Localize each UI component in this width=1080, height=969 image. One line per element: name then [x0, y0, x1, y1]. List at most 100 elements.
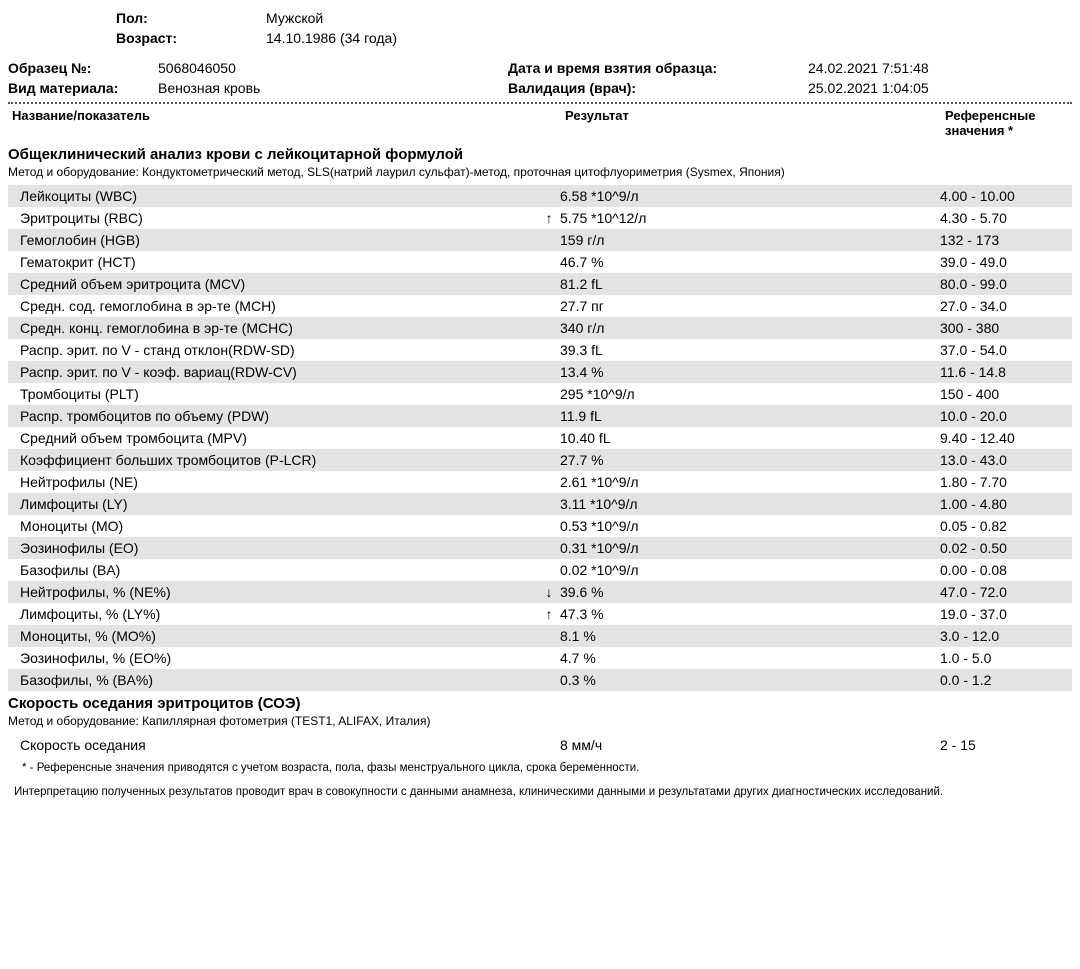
validated-row: Валидация (врач): 25.02.2021 1:04:05 [508, 78, 1072, 98]
collected-row: Дата и время взятия образца: 24.02.2021 … [508, 58, 1072, 78]
cell-name: Тромбоциты (PLT) [8, 386, 538, 402]
cell-result: 27.7 % [560, 452, 940, 468]
table-row: Гемоглобин (HGB) 159 г/л132 - 173 [8, 229, 1072, 251]
gender-value: Мужской [266, 8, 323, 28]
table-row: Лейкоциты (WBC) 6.58 *10^9/л4.00 - 10.00 [8, 185, 1072, 207]
cell-reference: 47.0 - 72.0 [940, 584, 1072, 600]
cell-result: 4.7 % [560, 650, 940, 666]
cell-reference: 1.00 - 4.80 [940, 496, 1072, 512]
table-row: Средн. конц. гемоглобина в эр-те (MCHC) 3… [8, 317, 1072, 339]
table-row: Лимфоциты, % (LY%)↑47.3 %19.0 - 37.0 [8, 603, 1072, 625]
table-row: Средний объем эритроцита (MCV)81.2 fL80.… [8, 273, 1072, 295]
collected-label: Дата и время взятия образца: [508, 58, 808, 78]
table-row: Эозинофилы (EO)0.31 *10^9/л0.02 - 0.50 [8, 537, 1072, 559]
cell-result: 8.1 % [560, 628, 940, 644]
cell-reference: 0.00 - 0.08 [940, 562, 1072, 578]
table-row: Нейтрофилы (NE)2.61 *10^9/л1.80 - 7.70 [8, 471, 1072, 493]
cell-reference: 80.0 - 99.0 [940, 276, 1072, 292]
cell-name: Моноциты (MO) [8, 518, 538, 534]
cell-result: 39.6 % [560, 584, 940, 600]
cell-result: 81.2 fL [560, 276, 940, 292]
cell-result: 2.61 *10^9/л [560, 474, 940, 490]
cell-name: Лейкоциты (WBC) [8, 188, 538, 204]
cell-result: 295 *10^9/л [560, 386, 940, 402]
divider-dotted [8, 102, 1072, 104]
section-method: Метод и оборудование: Капиллярная фотоме… [0, 714, 1080, 734]
sample-left: Образец №: 5068046050 Вид материала: Вен… [8, 58, 508, 98]
sample-id-row: Образец №: 5068046050 [8, 58, 508, 78]
cell-name: Коэффициент больших тромбоцитов (P-LCR) [8, 452, 538, 468]
cell-result: 39.3 fL [560, 342, 940, 358]
header-ref: Референсные значения * [945, 108, 1072, 138]
cell-result: 6.58 *10^9/л [560, 188, 940, 204]
age-value: 14.10.1986 (34 года) [266, 28, 397, 48]
cell-name: Моноциты, % (MO%) [8, 628, 538, 644]
cell-result: 11.9 fL [560, 408, 940, 424]
sections-host: Общеклинический анализ крови с лейкоцита… [0, 142, 1080, 756]
cell-reference: 9.40 - 12.40 [940, 430, 1072, 446]
cell-result: 340 г/л [560, 320, 940, 336]
sample-id-label: Образец №: [8, 58, 158, 78]
results-table: Лейкоциты (WBC) 6.58 *10^9/л4.00 - 10.00 Э… [0, 185, 1080, 691]
cell-reference: 19.0 - 37.0 [940, 606, 1072, 622]
cell-result: 159 г/л [560, 232, 940, 248]
cell-result: 0.02 *10^9/л [560, 562, 940, 578]
results-table: Скорость оседания8 мм/ч2 - 15 [0, 734, 1080, 756]
cell-name: Базофилы (BA) [8, 562, 538, 578]
material-value: Венозная кровь [158, 78, 260, 98]
interpretation-footnote: Интерпретацию полученных результатов про… [0, 776, 1080, 800]
collected-value: 24.02.2021 7:51:48 [808, 58, 929, 78]
demographics-block: Пол: Мужской Возраст: 14.10.1986 (34 год… [0, 8, 1080, 52]
section-title: Скорость оседания эритроцитов (СОЭ) [0, 691, 1080, 714]
cell-result: 46.7 % [560, 254, 940, 270]
cell-result: 5.75 *10^12/л [560, 210, 940, 226]
lab-report-page: Пол: Мужской Возраст: 14.10.1986 (34 год… [0, 0, 1080, 820]
validated-value: 25.02.2021 1:04:05 [808, 78, 929, 98]
table-row: Базофилы (BA) 0.02 *10^9/л0.00 - 0.08 [8, 559, 1072, 581]
cell-reference: 1.0 - 5.0 [940, 650, 1072, 666]
sample-block: Образец №: 5068046050 Вид материала: Вен… [0, 52, 1080, 100]
cell-result: 0.53 *10^9/л [560, 518, 940, 534]
cell-reference: 4.30 - 5.70 [940, 210, 1072, 226]
table-row: Распр. эрит. по V - станд отклон(RDW-SD)… [8, 339, 1072, 361]
table-row: Нейтрофилы, % (NE%)↓39.6 %47.0 - 72.0 [8, 581, 1072, 603]
gender-row: Пол: Мужской [8, 8, 1072, 28]
cell-name: Эритроциты (RBC) [8, 210, 538, 226]
gender-label: Пол: [116, 8, 266, 28]
cell-name: Нейтрофилы, % (NE%) [8, 584, 538, 600]
material-label: Вид материала: [8, 78, 158, 98]
table-row: Эозинофилы, % (EO%) 4.7 %1.0 - 5.0 [8, 647, 1072, 669]
table-row: Моноциты, % (MO%) 8.1 %3.0 - 12.0 [8, 625, 1072, 647]
sample-right: Дата и время взятия образца: 24.02.2021 … [508, 58, 1072, 98]
age-label: Возраст: [116, 28, 266, 48]
table-row: Эритроциты (RBC)↑5.75 *10^12/л4.30 - 5.7… [8, 207, 1072, 229]
cell-reference: 132 - 173 [940, 232, 1072, 248]
cell-result: 0.3 % [560, 672, 940, 688]
cell-reference: 0.05 - 0.82 [940, 518, 1072, 534]
cell-reference: 13.0 - 43.0 [940, 452, 1072, 468]
cell-name: Средний объем тромбоцита (MPV) [8, 430, 538, 446]
cell-result: 27.7 пг [560, 298, 940, 314]
table-row: Гематокрит (HCT)46.7 %39.0 - 49.0 [8, 251, 1072, 273]
cell-result: 13.4 % [560, 364, 940, 380]
cell-name: Распр. эрит. по V - коэф. вариац(RDW-CV) [8, 364, 538, 380]
section-method: Метод и оборудование: Кондуктометрически… [0, 165, 1080, 185]
cell-name: Лимфоциты, % (LY%) [8, 606, 538, 622]
cell-reference: 37.0 - 54.0 [940, 342, 1072, 358]
table-row: Средний объем тромбоцита (MPV)10.40 fL9.… [8, 427, 1072, 449]
cell-result: 47.3 % [560, 606, 940, 622]
cell-flag-icon: ↑ [538, 606, 560, 622]
table-row: Базофилы, % (BA%)0.3 %0.0 - 1.2 [8, 669, 1072, 691]
cell-name: Эозинофилы, % (EO%) [8, 650, 538, 666]
cell-name: Средн. конц. гемоглобина в эр-те (MCHC) [8, 320, 538, 336]
cell-name: Распр. эрит. по V - станд отклон(RDW-SD) [8, 342, 538, 358]
cell-reference: 150 - 400 [940, 386, 1072, 402]
cell-reference: 3.0 - 12.0 [940, 628, 1072, 644]
cell-reference: 4.00 - 10.00 [940, 188, 1072, 204]
header-flag [543, 108, 565, 138]
cell-reference: 27.0 - 34.0 [940, 298, 1072, 314]
cell-reference: 39.0 - 49.0 [940, 254, 1072, 270]
table-row: Распр. эрит. по V - коэф. вариац(RDW-CV)… [8, 361, 1072, 383]
cell-name: Гемоглобин (HGB) [8, 232, 538, 248]
cell-flag-icon: ↓ [538, 584, 560, 600]
